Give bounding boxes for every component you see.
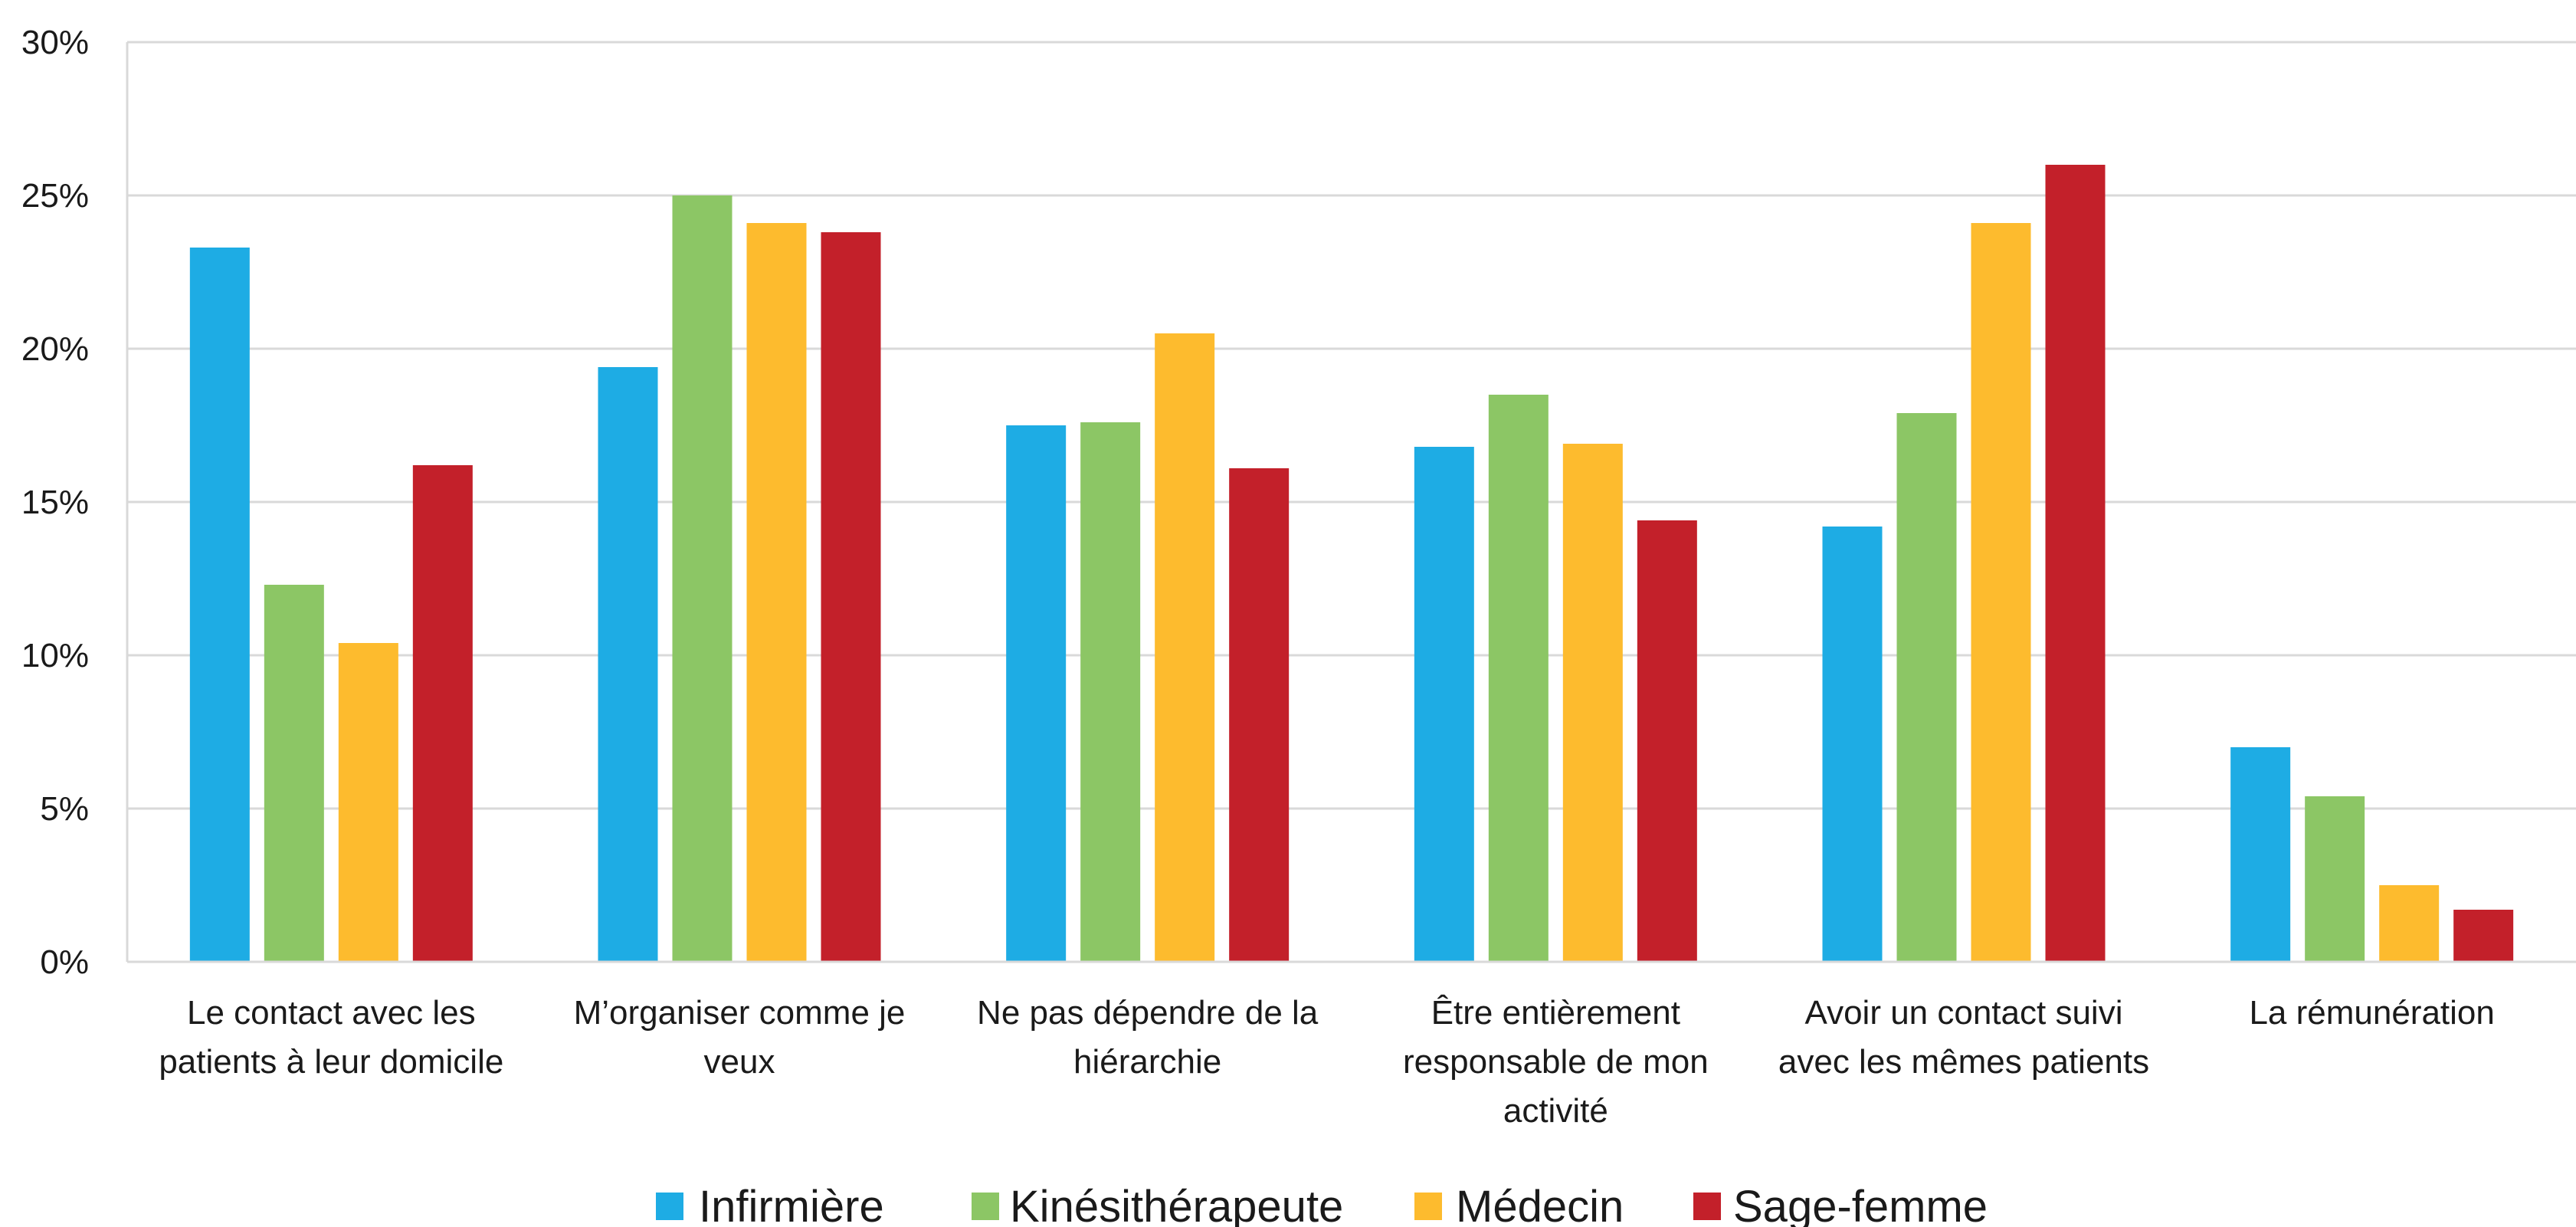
bar [1155,333,1215,962]
legend-label: Kinésithérapeute [1010,1182,1343,1227]
y-tick-label: 20% [21,330,89,368]
bar [1971,223,2031,962]
bar [1488,395,1549,962]
bar [1562,444,1623,962]
legend-swatch [972,1193,999,1220]
bar [338,643,398,962]
bar [821,232,881,962]
bar [1006,425,1067,962]
y-tick-label: 10% [21,637,89,674]
x-category-label: patients à leur domicile [159,1043,503,1081]
bar [2305,796,2365,962]
bar [2045,165,2106,962]
bar [264,585,324,962]
x-category-label: hiérarchie [1073,1043,1221,1081]
y-tick-label: 0% [40,943,89,981]
bar [2453,910,2514,962]
legend-swatch [1693,1193,1721,1220]
bar [412,465,473,962]
legend-label: Médecin [1456,1182,1624,1227]
bar [2230,747,2291,962]
x-category-label: M’organiser comme je [574,994,906,1032]
bar [1229,468,1290,962]
bar [1080,422,1141,962]
gridlines [127,41,2576,810]
bar [2379,885,2440,962]
x-axis-category-labels: Le contact avec les patients à leur domic… [159,994,2495,1130]
x-category-label: responsable de mon [1403,1043,1709,1081]
bar [189,248,250,962]
legend-swatch [656,1193,683,1220]
x-category-label: La rémunération [2249,994,2494,1032]
x-category-label: veux [704,1043,775,1081]
legend-label: Sage-femme [1733,1182,1988,1227]
bar [1896,413,1957,962]
y-axis-tick-labels: 0% 5% 10% 15% 20% 25% 30% [21,24,89,981]
axes [126,42,2576,963]
legend: Infirmière Kinésithérapeute Médecin Sage-fe… [656,1182,1988,1227]
legend-label: Infirmière [699,1182,884,1227]
bar [1637,520,1697,962]
bar [1822,527,1883,962]
bar [672,195,732,962]
y-tick-label: 5% [40,790,89,828]
bar [1414,447,1474,962]
x-category-label: Ne pas dépendre de la [977,994,1319,1032]
bars [189,165,2514,962]
legend-swatch [1414,1193,1442,1220]
x-category-label: avec les mêmes patients [1778,1043,2149,1081]
x-category-label: Avoir un contact suivi [1805,994,2123,1032]
y-tick-label: 30% [21,24,89,61]
x-category-label: activité [1503,1092,1608,1130]
bar [746,223,807,962]
x-category-label: Le contact avec les [187,994,476,1032]
y-tick-label: 15% [21,484,89,521]
y-tick-label: 25% [21,177,89,215]
x-category-label: Être entièrement [1431,994,1680,1032]
bar [598,367,658,962]
